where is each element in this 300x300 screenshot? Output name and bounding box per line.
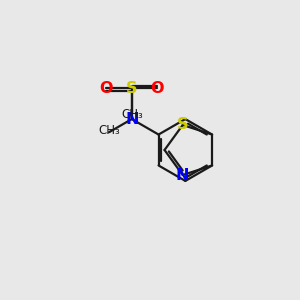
Text: N: N [176,167,190,182]
Text: S: S [177,118,188,133]
Text: CH₃: CH₃ [98,124,120,137]
Text: O: O [100,81,113,96]
Text: S: S [126,81,137,96]
Text: N: N [125,112,139,127]
Text: CH₃: CH₃ [121,108,143,121]
Text: O: O [150,81,164,96]
